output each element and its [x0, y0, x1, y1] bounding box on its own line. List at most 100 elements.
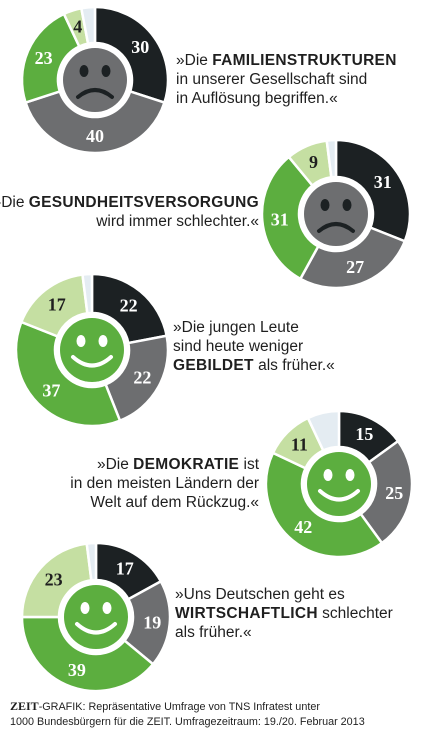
face-disc	[60, 318, 124, 382]
face-eye	[323, 469, 333, 481]
statement-keyword: GEBILDET	[173, 357, 254, 374]
statement-3: »Die DEMOKRATIE ist in den meisten Länder…	[70, 455, 259, 512]
face-eye	[102, 602, 112, 614]
statement-text: in den meisten Ländern der	[70, 475, 259, 492]
pie-slice-gray	[298, 225, 407, 290]
face-eye	[345, 469, 355, 481]
pie-slice-green	[14, 320, 122, 428]
statement-line: GEBILDET als früher.«	[173, 356, 335, 375]
statement-line: »Die jungen Leute	[173, 318, 335, 337]
data-label: 4	[73, 17, 82, 37]
pie-slice-gray	[359, 439, 414, 545]
pie-slice-noanswer	[85, 541, 98, 582]
statement-text: schlechter	[317, 605, 393, 622]
data-label: 31	[271, 209, 289, 229]
face-disc	[64, 585, 128, 649]
pie-slice-dark	[334, 138, 412, 243]
data-label: 11	[291, 434, 308, 454]
statement-text: »Die	[176, 52, 213, 69]
face-disc	[304, 182, 368, 246]
statement-keyword: WIRTSCHAFTLICH	[175, 605, 318, 622]
data-label: 17	[48, 295, 66, 315]
happy-face-icon	[64, 585, 128, 649]
statement-line: sind heute weniger	[173, 337, 335, 356]
face-eye	[80, 602, 90, 614]
face-mouth	[317, 222, 355, 233]
face-eye	[79, 65, 89, 77]
statement-text: als früher.«	[253, 357, 335, 374]
statement-text: »Die	[0, 194, 25, 211]
pie-slice-green	[264, 451, 384, 559]
statement-text: in Auflösung begriffen.«	[176, 90, 338, 107]
data-label: 23	[45, 570, 63, 590]
statement-text: sind heute weniger	[173, 338, 304, 355]
statement-text: ist	[239, 456, 259, 473]
face-disc	[63, 48, 127, 112]
data-label: 40	[86, 126, 104, 146]
data-label: 27	[346, 257, 364, 277]
happy-face-icon	[307, 452, 371, 516]
donut-chart-2: 22 22 37 17	[14, 272, 170, 428]
data-label: 42	[294, 517, 312, 537]
data-label: 31	[374, 172, 392, 192]
statement-line: wird immer schlechter.«	[0, 212, 259, 231]
statement-line: »Die FAMILIENSTRUKTUREN	[176, 51, 397, 70]
statement-4: »Uns Deutschen geht es WIRTSCHAFTLICH sch…	[175, 585, 393, 642]
face-mouth	[71, 355, 113, 368]
statement-keyword: DEMOKRATIE	[133, 456, 240, 473]
statement-2: »Die jungen Leute sind heute weniger GEBIL…	[173, 318, 335, 375]
face-mouth	[76, 88, 114, 99]
data-label: 15	[355, 424, 373, 444]
sad-face-icon	[63, 48, 127, 112]
statement-0: »Die FAMILIENSTRUKTUREN in unserer Gesell…	[176, 51, 397, 108]
face-mouth	[318, 489, 360, 502]
statement-text: als früher.«	[175, 624, 252, 641]
pie-slice-noanswer	[79, 5, 97, 46]
face-eye	[320, 199, 330, 211]
donut-chart-3: 15 25 42 11	[264, 409, 414, 559]
data-label: 22	[120, 296, 138, 316]
face-disc	[307, 452, 371, 516]
happy-face-icon	[60, 318, 124, 382]
source-note: ZEIT-GRAFIK: Repräsentative Umfrage von …	[10, 699, 420, 730]
donut-chart-1: 31 27 31 9	[260, 138, 412, 290]
data-label: 9	[309, 152, 318, 172]
statement-line: in Auflösung begriffen.«	[176, 89, 397, 108]
statement-keyword: FAMILIENSTRUKTUREN	[212, 52, 397, 69]
source-line-2: 1000 Bundesbürgern für die ZEIT. Umfrage…	[10, 716, 365, 728]
statement-line: Welt auf dem Rückzug.«	[70, 493, 259, 512]
statement-line: »Die DEMOKRATIE ist	[70, 455, 259, 474]
face-eye	[101, 65, 111, 77]
source-line-1: -GRAFIK: Repräsentative Umfrage von TNS …	[38, 701, 320, 713]
statement-text: Welt auf dem Rückzug.«	[90, 494, 259, 511]
statement-line: in den meisten Ländern der	[70, 474, 259, 493]
statement-keyword: GESUNDHEITSVERSORGUNG	[28, 194, 259, 211]
data-label: 23	[35, 48, 53, 68]
statement-text: in unserer Gesellschaft sind	[176, 71, 368, 88]
pie-slice-dark	[93, 5, 170, 105]
data-label: 25	[385, 483, 403, 503]
donut-chart-0: 30 40 23 4	[20, 5, 170, 155]
face-eye	[76, 335, 86, 347]
statement-line: »Uns Deutschen geht es	[175, 585, 393, 604]
data-label: 17	[116, 558, 134, 578]
statement-text: wird immer schlechter.«	[96, 213, 259, 230]
data-label: 39	[68, 660, 86, 680]
statement-line: WIRTSCHAFTLICH schlechter	[175, 604, 393, 623]
brand-logo-text: ZEIT	[10, 699, 39, 713]
statement-text: »Uns Deutschen geht es	[175, 586, 345, 603]
statement-text: »Die	[96, 456, 134, 473]
pie-slice-noanswer	[306, 409, 341, 453]
data-label: 37	[42, 381, 60, 401]
data-label: 19	[143, 612, 161, 632]
face-eye	[342, 199, 352, 211]
pie-slice-noanswer	[81, 272, 94, 315]
statement-line: in unserer Gesellschaft sind	[176, 70, 397, 89]
pie-slice-green	[260, 155, 320, 281]
pie-slice-green	[20, 615, 155, 693]
statement-text: »Die jungen Leute	[173, 319, 299, 336]
statement-line: »Die GESUNDHEITSVERSORGUNG	[0, 193, 259, 212]
pie-slice-noanswer	[325, 138, 338, 179]
